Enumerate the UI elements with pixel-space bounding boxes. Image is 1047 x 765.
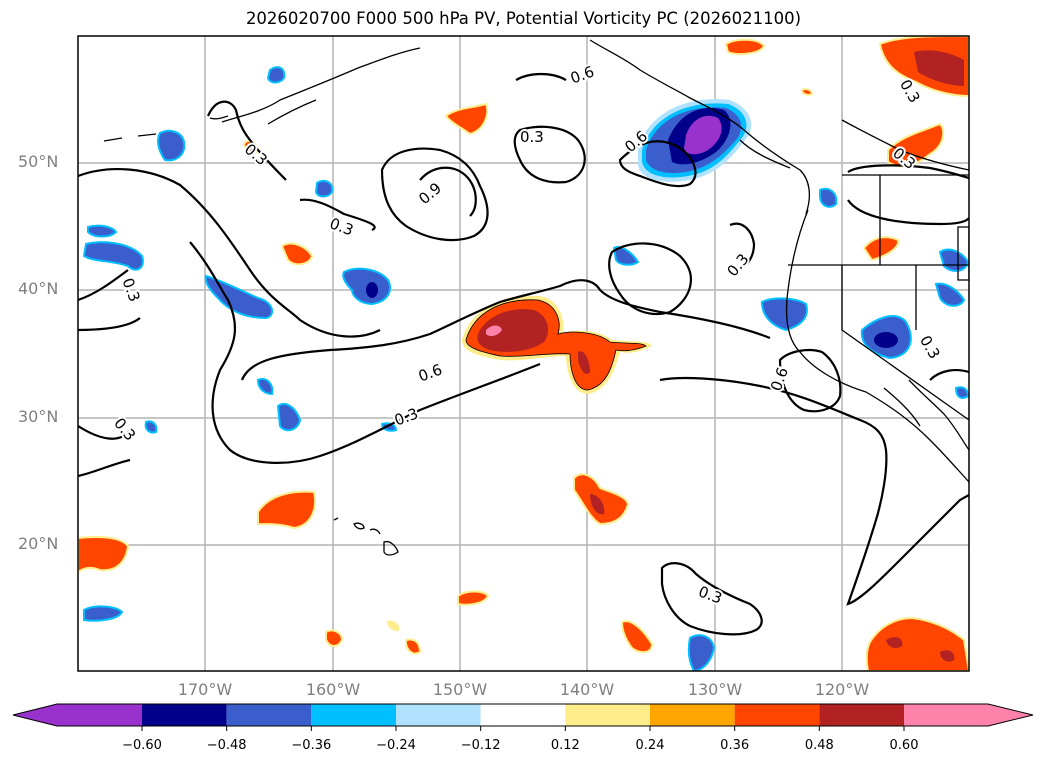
contour-label: 0.3 [696, 582, 725, 607]
map-frame [77, 35, 970, 672]
x-tick-label: 140°W [559, 680, 615, 699]
negative-anomalies [82, 66, 969, 671]
colorbar-tick-label: −0.24 [376, 738, 416, 753]
colorbar-tick-label: 0.12 [550, 738, 580, 753]
y-tick-label: 40°N [18, 279, 59, 298]
y-tick-label: 20°N [18, 534, 59, 553]
anomaly-central-pacific [462, 295, 652, 394]
x-tick-label: 170°W [177, 680, 233, 699]
contour-label: 0.3 [723, 250, 752, 280]
colorbar-segment [819, 704, 904, 726]
anomaly-dark-blue-cores [366, 282, 898, 348]
contour-label: 0.3 [916, 332, 944, 362]
contour-label: 0.3 [119, 276, 144, 305]
colorbar-segment [650, 704, 735, 726]
contour-label: 0.3 [392, 404, 421, 429]
contour-label: 0.3 [327, 214, 356, 239]
colorbar-outline [12, 703, 1034, 727]
colorbar-segment [480, 704, 566, 726]
coastlines [103, 39, 969, 556]
pv-contours [78, 72, 969, 636]
chart-title: 2026020700 F000 500 hPa PV, Potential Vo… [245, 9, 802, 28]
colorbar-segment [396, 704, 481, 726]
colorbar-segment [226, 704, 312, 726]
contour-label: 0.6 [767, 365, 792, 394]
colorbar-tick-label: 0.24 [635, 738, 665, 753]
x-tick-label: 150°W [432, 680, 488, 699]
colorbar-extend-max [904, 704, 1033, 726]
colorbar-segment [142, 704, 227, 726]
x-tick-label: 120°W [814, 680, 870, 699]
anomaly-small-blue [82, 66, 969, 671]
colorbar [12, 703, 1034, 731]
colorbar-tick-label: −0.12 [460, 738, 501, 753]
colorbar-tick-label: −0.60 [122, 738, 162, 753]
anomaly-dark-red-cores [590, 50, 964, 662]
x-tick-label: 130°W [687, 680, 743, 699]
colorbar-segment [311, 704, 396, 726]
colorbar-tick-label: −0.48 [206, 738, 247, 753]
colorbar-tick-label: 0.60 [889, 738, 919, 753]
y-tick-label: 30°N [18, 407, 59, 426]
contour-label: 0.6 [568, 62, 597, 87]
contour-label: 0.3 [110, 414, 139, 444]
positive-anomalies [78, 36, 969, 671]
colorbar-extend-min [13, 704, 142, 726]
colorbar-segment [565, 704, 650, 726]
x-tick-label: 160°W [305, 680, 361, 699]
anomaly-alaska-panhandle [638, 99, 752, 182]
contour-label: 0.3 [520, 128, 544, 146]
contour-label: 0.9 [415, 179, 445, 208]
y-tick-label: 50°N [18, 152, 59, 171]
contour-label: 0.6 [416, 360, 445, 385]
colorbar-tick-label: −0.36 [291, 738, 332, 753]
colorbar-segment [734, 704, 820, 726]
colorbar-tick-label: 0.36 [720, 738, 750, 753]
colorbar-tick-label: 0.48 [804, 738, 834, 753]
